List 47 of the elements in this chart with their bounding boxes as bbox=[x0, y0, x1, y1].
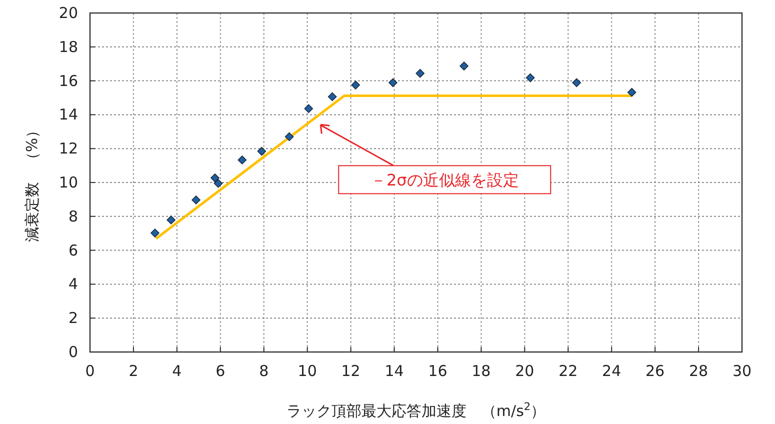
x-tick-label: 0 bbox=[85, 362, 95, 380]
y-tick-label: 12 bbox=[58, 140, 78, 158]
x-tick-label: 12 bbox=[341, 362, 360, 380]
point bbox=[214, 178, 223, 188]
point bbox=[166, 216, 176, 224]
y-axis-title: 減衰定数 （%） bbox=[23, 122, 41, 242]
x-tick-label: 10 bbox=[298, 362, 317, 380]
point bbox=[388, 78, 398, 88]
x-tick-label: 18 bbox=[472, 362, 491, 380]
y-tick-label: 20 bbox=[58, 4, 78, 22]
x-tick-label: 2 bbox=[128, 362, 138, 380]
y-tick-label: 0 bbox=[68, 343, 78, 361]
point bbox=[238, 156, 247, 164]
point bbox=[284, 132, 294, 142]
x-tick-label: 16 bbox=[428, 362, 448, 380]
point bbox=[150, 228, 160, 238]
x-tick-label: 8 bbox=[259, 362, 269, 380]
y-tick-label: 10 bbox=[58, 174, 78, 192]
y-tick-label: 6 bbox=[68, 241, 78, 260]
x-tick-label: 26 bbox=[646, 362, 665, 380]
point bbox=[416, 68, 425, 78]
point bbox=[526, 73, 535, 82]
point bbox=[192, 196, 200, 204]
point bbox=[304, 104, 314, 113]
point bbox=[351, 80, 360, 90]
point bbox=[210, 174, 220, 182]
x-tick-label: 28 bbox=[688, 362, 708, 380]
x-tick-label: 14 bbox=[384, 362, 404, 380]
x-tick-label: 24 bbox=[602, 362, 622, 380]
point bbox=[627, 88, 636, 97]
x-tick-label: 22 bbox=[558, 362, 578, 380]
point bbox=[460, 62, 468, 70]
y-tick-label: 8 bbox=[68, 207, 78, 226]
x-tick-label: 20 bbox=[515, 362, 534, 380]
point bbox=[328, 92, 337, 102]
x-tick-label: 30 bbox=[732, 362, 752, 380]
point bbox=[572, 78, 582, 88]
x-axis-title: ラック頂部最大応答加速度 （m/s$^{2}$） bbox=[286, 401, 546, 420]
y-tick-label: 18 bbox=[58, 38, 78, 56]
annotation: －2σの近似線を設定 bbox=[370, 170, 519, 190]
x-tick-label: 6 bbox=[216, 362, 226, 380]
y-tick-label: 2 bbox=[68, 309, 78, 328]
y-tick-label: 14 bbox=[58, 106, 78, 124]
x-tick-label: 4 bbox=[172, 362, 182, 380]
point bbox=[257, 146, 266, 156]
y-tick-label: 16 bbox=[58, 72, 78, 90]
y-tick-label: 4 bbox=[68, 275, 78, 294]
